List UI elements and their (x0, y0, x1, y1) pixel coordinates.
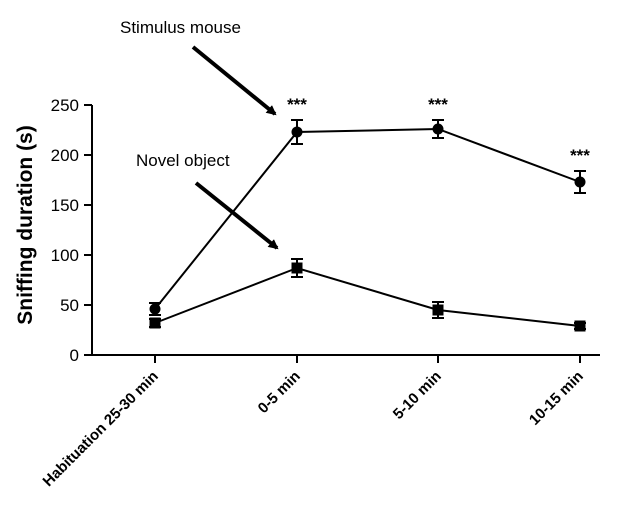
y-tick-label: 150 (51, 196, 79, 215)
significance-marker: *** (287, 95, 307, 114)
data-point-square (575, 321, 586, 332)
series-line (155, 268, 580, 326)
y-tick-label: 0 (70, 346, 79, 365)
significance-marker: *** (570, 146, 590, 165)
y-tick-label: 250 (51, 96, 79, 115)
x-ticks: Habituation 25-30 min 0-5 min 5-10 min 10-1… (40, 355, 587, 490)
data-point-circle (575, 177, 586, 188)
y-tick-label: 100 (51, 246, 79, 265)
y-ticks: 0 50 100 150 200 250 (51, 96, 92, 365)
y-tick-label: 50 (60, 296, 79, 315)
data-point-circle (433, 124, 444, 135)
y-tick-label: 200 (51, 146, 79, 165)
annotation-stimulus-mouse: Stimulus mouse (120, 18, 275, 114)
annotation-novel-object-label: Novel object (136, 151, 230, 170)
annotation-novel-object-arrow (196, 183, 277, 248)
x-tick-label: Habituation 25-30 min (40, 368, 162, 490)
annotation-novel-object: Novel object (136, 151, 277, 248)
data-point-circle (292, 127, 303, 138)
significance-marker: *** (428, 95, 448, 114)
series-novel-object (149, 259, 586, 332)
x-tick-label: 0-5 min (255, 368, 304, 417)
data-point-square (433, 305, 444, 316)
series-stimulus-mouse (149, 120, 586, 315)
data-point-circle (150, 304, 161, 315)
y-axis-title: Sniffing duration (s) (14, 125, 37, 324)
annotation-stimulus-mouse-label: Stimulus mouse (120, 18, 241, 37)
annotation-stimulus-mouse-arrow (193, 47, 275, 114)
data-point-square (292, 263, 303, 274)
x-tick-label: 10-15 min (526, 368, 587, 429)
x-tick-label: 5-10 min (390, 368, 445, 423)
data-point-square (150, 318, 161, 329)
